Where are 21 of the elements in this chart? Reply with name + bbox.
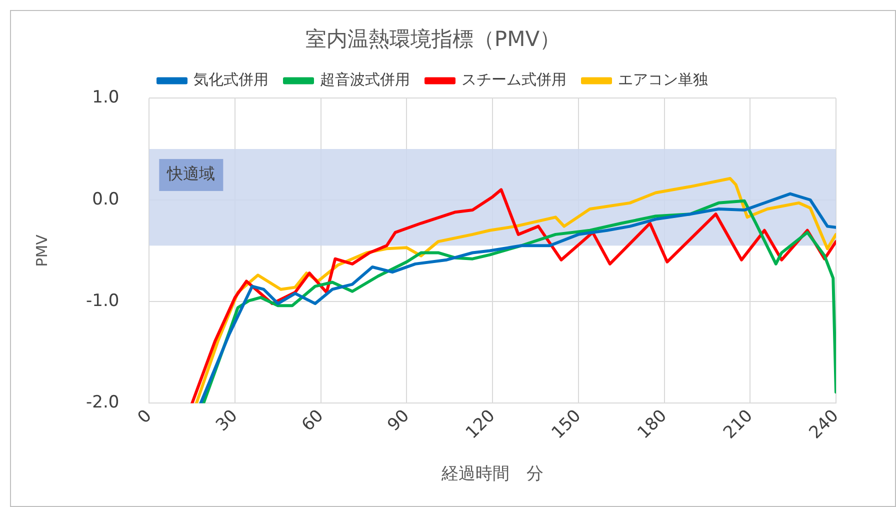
x-tick-label: 0 <box>134 406 156 428</box>
y-tick-label: 1.0 <box>92 88 120 108</box>
x-tick-label: 30 <box>212 406 242 436</box>
y-tick-label: -1.0 <box>86 290 120 311</box>
x-tick-label: 150 <box>548 406 586 444</box>
x-tick-label: 240 <box>806 406 843 444</box>
legend-label: スチーム式併用 <box>462 70 566 89</box>
legend-label: エアコン単独 <box>618 70 708 89</box>
y-tick-label: 0.0 <box>92 189 120 210</box>
x-tick-label: 90 <box>384 406 414 436</box>
x-tick-label: 210 <box>720 406 757 444</box>
band-label: 快適域 <box>166 164 216 184</box>
chart-title: 室内温熱環境指標（PMV） <box>305 27 561 52</box>
x-tick-label: 120 <box>462 406 500 444</box>
y-tick-label: -2.0 <box>86 392 120 413</box>
legend-label: 超音波式併用 <box>320 70 410 89</box>
x-axis-title: 経過時間 分 <box>440 464 544 484</box>
x-tick-label: 60 <box>298 406 328 436</box>
legend-label: 気化式併用 <box>194 70 268 89</box>
x-tick-label: 180 <box>634 406 671 444</box>
y-axis-title: PMV <box>32 234 51 267</box>
